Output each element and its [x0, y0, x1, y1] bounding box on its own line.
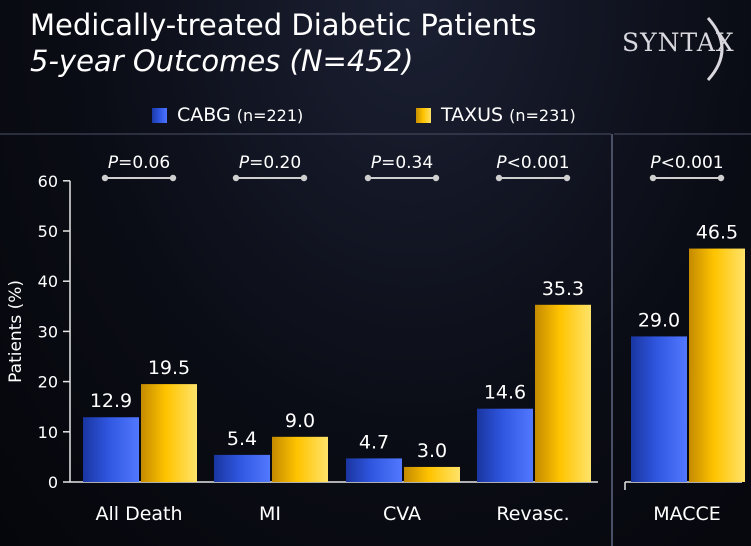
- bracket-end: [563, 174, 571, 182]
- bar-taxus: [141, 384, 197, 482]
- bracket-end: [432, 174, 440, 182]
- bar-taxus: [404, 466, 460, 482]
- data-label-taxus: 46.5: [696, 222, 738, 244]
- bracket-end: [649, 174, 657, 182]
- legend-n-taxus: (n=231): [509, 105, 576, 125]
- y-tick-label: 50: [38, 222, 58, 241]
- bar-cabg: [214, 454, 270, 482]
- data-label-taxus: 3.0: [417, 440, 447, 462]
- y-tick-label: 10: [38, 423, 58, 442]
- legend-swatch-cabg: [152, 107, 167, 123]
- p-value-label: P=0.34: [371, 153, 433, 173]
- x-tick-label: CVA: [383, 503, 421, 525]
- data-label-cabg: 5.4: [227, 428, 257, 450]
- bracket-end: [169, 174, 177, 182]
- data-label-taxus: 35.3: [542, 278, 584, 300]
- p-value-label: P<0.001: [496, 153, 569, 173]
- x-tick-label: MACCE: [653, 503, 721, 525]
- bar-taxus: [272, 436, 328, 482]
- data-label-cabg: 14.6: [484, 382, 526, 404]
- x-tick-label: All Death: [95, 503, 182, 525]
- y-tick-label: 60: [38, 172, 58, 191]
- p-value-label: P<0.001: [650, 153, 723, 173]
- legend-item-taxus: TAXUS (n=231): [416, 102, 576, 128]
- bracket-end: [717, 174, 725, 182]
- x-tick-label: MI: [259, 503, 281, 525]
- bar-cabg: [346, 458, 402, 482]
- bar-cabg: [477, 408, 533, 482]
- data-label-taxus: 19.5: [148, 357, 190, 379]
- bar-taxus: [689, 248, 745, 482]
- data-label-cabg: 12.9: [90, 390, 132, 412]
- y-tick-label: 20: [38, 373, 58, 392]
- bracket-end: [364, 174, 372, 182]
- chart-subtitle: 5-year Outcomes (N=452): [30, 44, 414, 78]
- data-label-cabg: 29.0: [638, 309, 680, 331]
- legend-label-cabg: CABG: [177, 104, 231, 126]
- bracket-end: [495, 174, 503, 182]
- legend-swatch-taxus: [416, 107, 431, 123]
- bracket-end: [300, 174, 308, 182]
- bar-taxus: [535, 304, 591, 482]
- chart-title: Medically-treated Diabetic Patients: [30, 8, 537, 42]
- p-value-label: P=0.20: [239, 153, 301, 173]
- legend-item-cabg: CABG (n=221): [152, 102, 303, 128]
- bracket-end: [232, 174, 240, 182]
- data-label-taxus: 9.0: [285, 410, 315, 432]
- x-tick-label: Revasc.: [496, 503, 569, 525]
- legend-label-taxus: TAXUS: [441, 104, 504, 126]
- syntax-logo: SYNTAX: [622, 28, 735, 57]
- y-tick-label: 40: [38, 272, 58, 291]
- logo-arc-icon: [706, 16, 724, 82]
- bracket-end: [101, 174, 109, 182]
- data-label-cabg: 4.7: [359, 431, 389, 453]
- p-value-label: P=0.06: [108, 153, 170, 173]
- y-tick-label: 0: [48, 473, 58, 492]
- y-tick-label: 30: [38, 322, 58, 341]
- bar-cabg: [83, 417, 139, 482]
- y-axis-label: Patients (%): [6, 280, 26, 383]
- bar-cabg: [631, 336, 687, 482]
- legend-n-cabg: (n=221): [236, 105, 304, 125]
